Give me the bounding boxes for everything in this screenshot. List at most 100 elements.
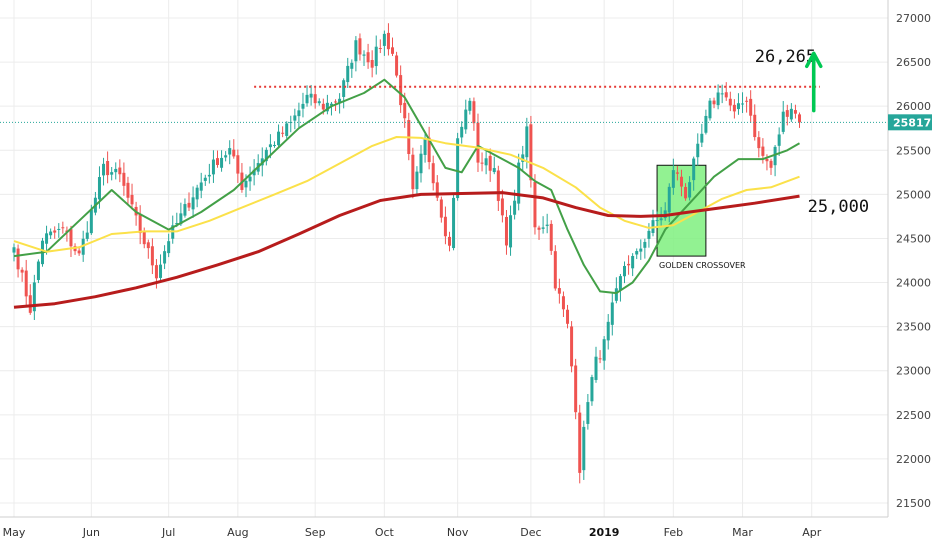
- candle: [289, 115, 293, 133]
- y-tick-label: 21500.0: [896, 497, 932, 510]
- candle: [639, 239, 643, 260]
- last-price-value: 25817.2: [893, 116, 932, 129]
- candle: [476, 113, 480, 172]
- candle: [627, 255, 631, 275]
- candle: [439, 196, 443, 223]
- candle: [228, 140, 232, 165]
- candle: [500, 189, 504, 223]
- candle: [712, 97, 716, 109]
- candle: [293, 108, 297, 130]
- candle: [472, 97, 476, 131]
- candle: [777, 127, 781, 156]
- candle: [53, 226, 57, 239]
- candle: [163, 245, 167, 270]
- candle: [578, 404, 582, 484]
- candle: [623, 261, 626, 284]
- candle: [207, 163, 211, 184]
- candle: [342, 78, 346, 109]
- candle: [106, 151, 110, 184]
- candle: [220, 150, 224, 172]
- candle: [191, 186, 195, 218]
- candle: [631, 253, 635, 277]
- y-tick-label: 25500.0: [896, 144, 932, 157]
- candlesticks: [12, 23, 802, 484]
- candle: [224, 151, 228, 162]
- x-tick-label: Oct: [375, 526, 395, 539]
- candle: [419, 145, 423, 183]
- candle: [399, 65, 403, 113]
- candle: [285, 121, 289, 139]
- candle: [561, 291, 565, 318]
- grid-lines: [0, 0, 888, 517]
- candle: [159, 254, 163, 283]
- candle: [309, 84, 313, 106]
- candle: [541, 216, 545, 234]
- candle: [545, 213, 549, 234]
- candle: [460, 121, 464, 144]
- candle: [216, 150, 219, 168]
- candle: [798, 112, 802, 128]
- candle: [553, 245, 557, 291]
- candle: [49, 228, 53, 239]
- candle: [586, 394, 590, 430]
- ma-mid-line: [13, 136, 800, 253]
- candle: [773, 144, 777, 177]
- candle: [346, 57, 350, 88]
- candle: [325, 94, 329, 115]
- candle: [203, 174, 207, 186]
- candle: [692, 156, 696, 191]
- candle: [570, 321, 574, 373]
- candle: [594, 346, 598, 383]
- x-tick-label: Mar: [732, 526, 753, 539]
- candle: [16, 244, 20, 278]
- candle: [724, 82, 728, 101]
- candle: [480, 152, 484, 172]
- candle: [529, 115, 533, 188]
- candle: [614, 277, 618, 304]
- candle: [431, 155, 435, 191]
- candle: [488, 148, 492, 182]
- candle: [785, 104, 789, 126]
- candle: [36, 259, 40, 284]
- candle: [598, 350, 602, 364]
- candle: [69, 225, 73, 258]
- candle: [32, 274, 36, 320]
- candle: [45, 225, 49, 255]
- candle: [272, 141, 276, 148]
- y-tick-label: 26500.0: [896, 56, 932, 69]
- candle: [313, 87, 317, 109]
- candle: [362, 50, 366, 67]
- candle: [118, 159, 122, 183]
- candle: [610, 292, 614, 336]
- candle: [211, 150, 215, 183]
- candle: [566, 304, 570, 329]
- candle: [590, 374, 594, 406]
- candle: [504, 210, 508, 255]
- candle: [574, 358, 578, 420]
- y-axis-labels: 21500.0 22000.0 22500.0 23000.0 23500.0 24000…: [896, 12, 932, 510]
- candle: [301, 92, 305, 118]
- candle: [793, 104, 797, 119]
- candle: [20, 267, 24, 282]
- candle: [370, 50, 374, 78]
- x-tick-label: Jul: [161, 526, 175, 539]
- candle: [741, 92, 745, 114]
- candle: [240, 163, 244, 193]
- candle: [24, 259, 28, 307]
- candle: [700, 123, 704, 148]
- candle: [395, 51, 399, 78]
- candle: [492, 156, 496, 175]
- candle: [248, 166, 252, 191]
- last-price-badge: 25817.2: [888, 114, 932, 131]
- candle: [675, 165, 679, 181]
- candle: [57, 223, 61, 238]
- last-price-badge-bg: [888, 114, 932, 131]
- candle: [252, 159, 256, 186]
- x-tick-label: 2019: [589, 526, 620, 539]
- candle: [187, 192, 191, 211]
- candle: [736, 93, 740, 115]
- candle: [122, 162, 126, 196]
- candle: [167, 233, 171, 258]
- candle: [716, 84, 720, 110]
